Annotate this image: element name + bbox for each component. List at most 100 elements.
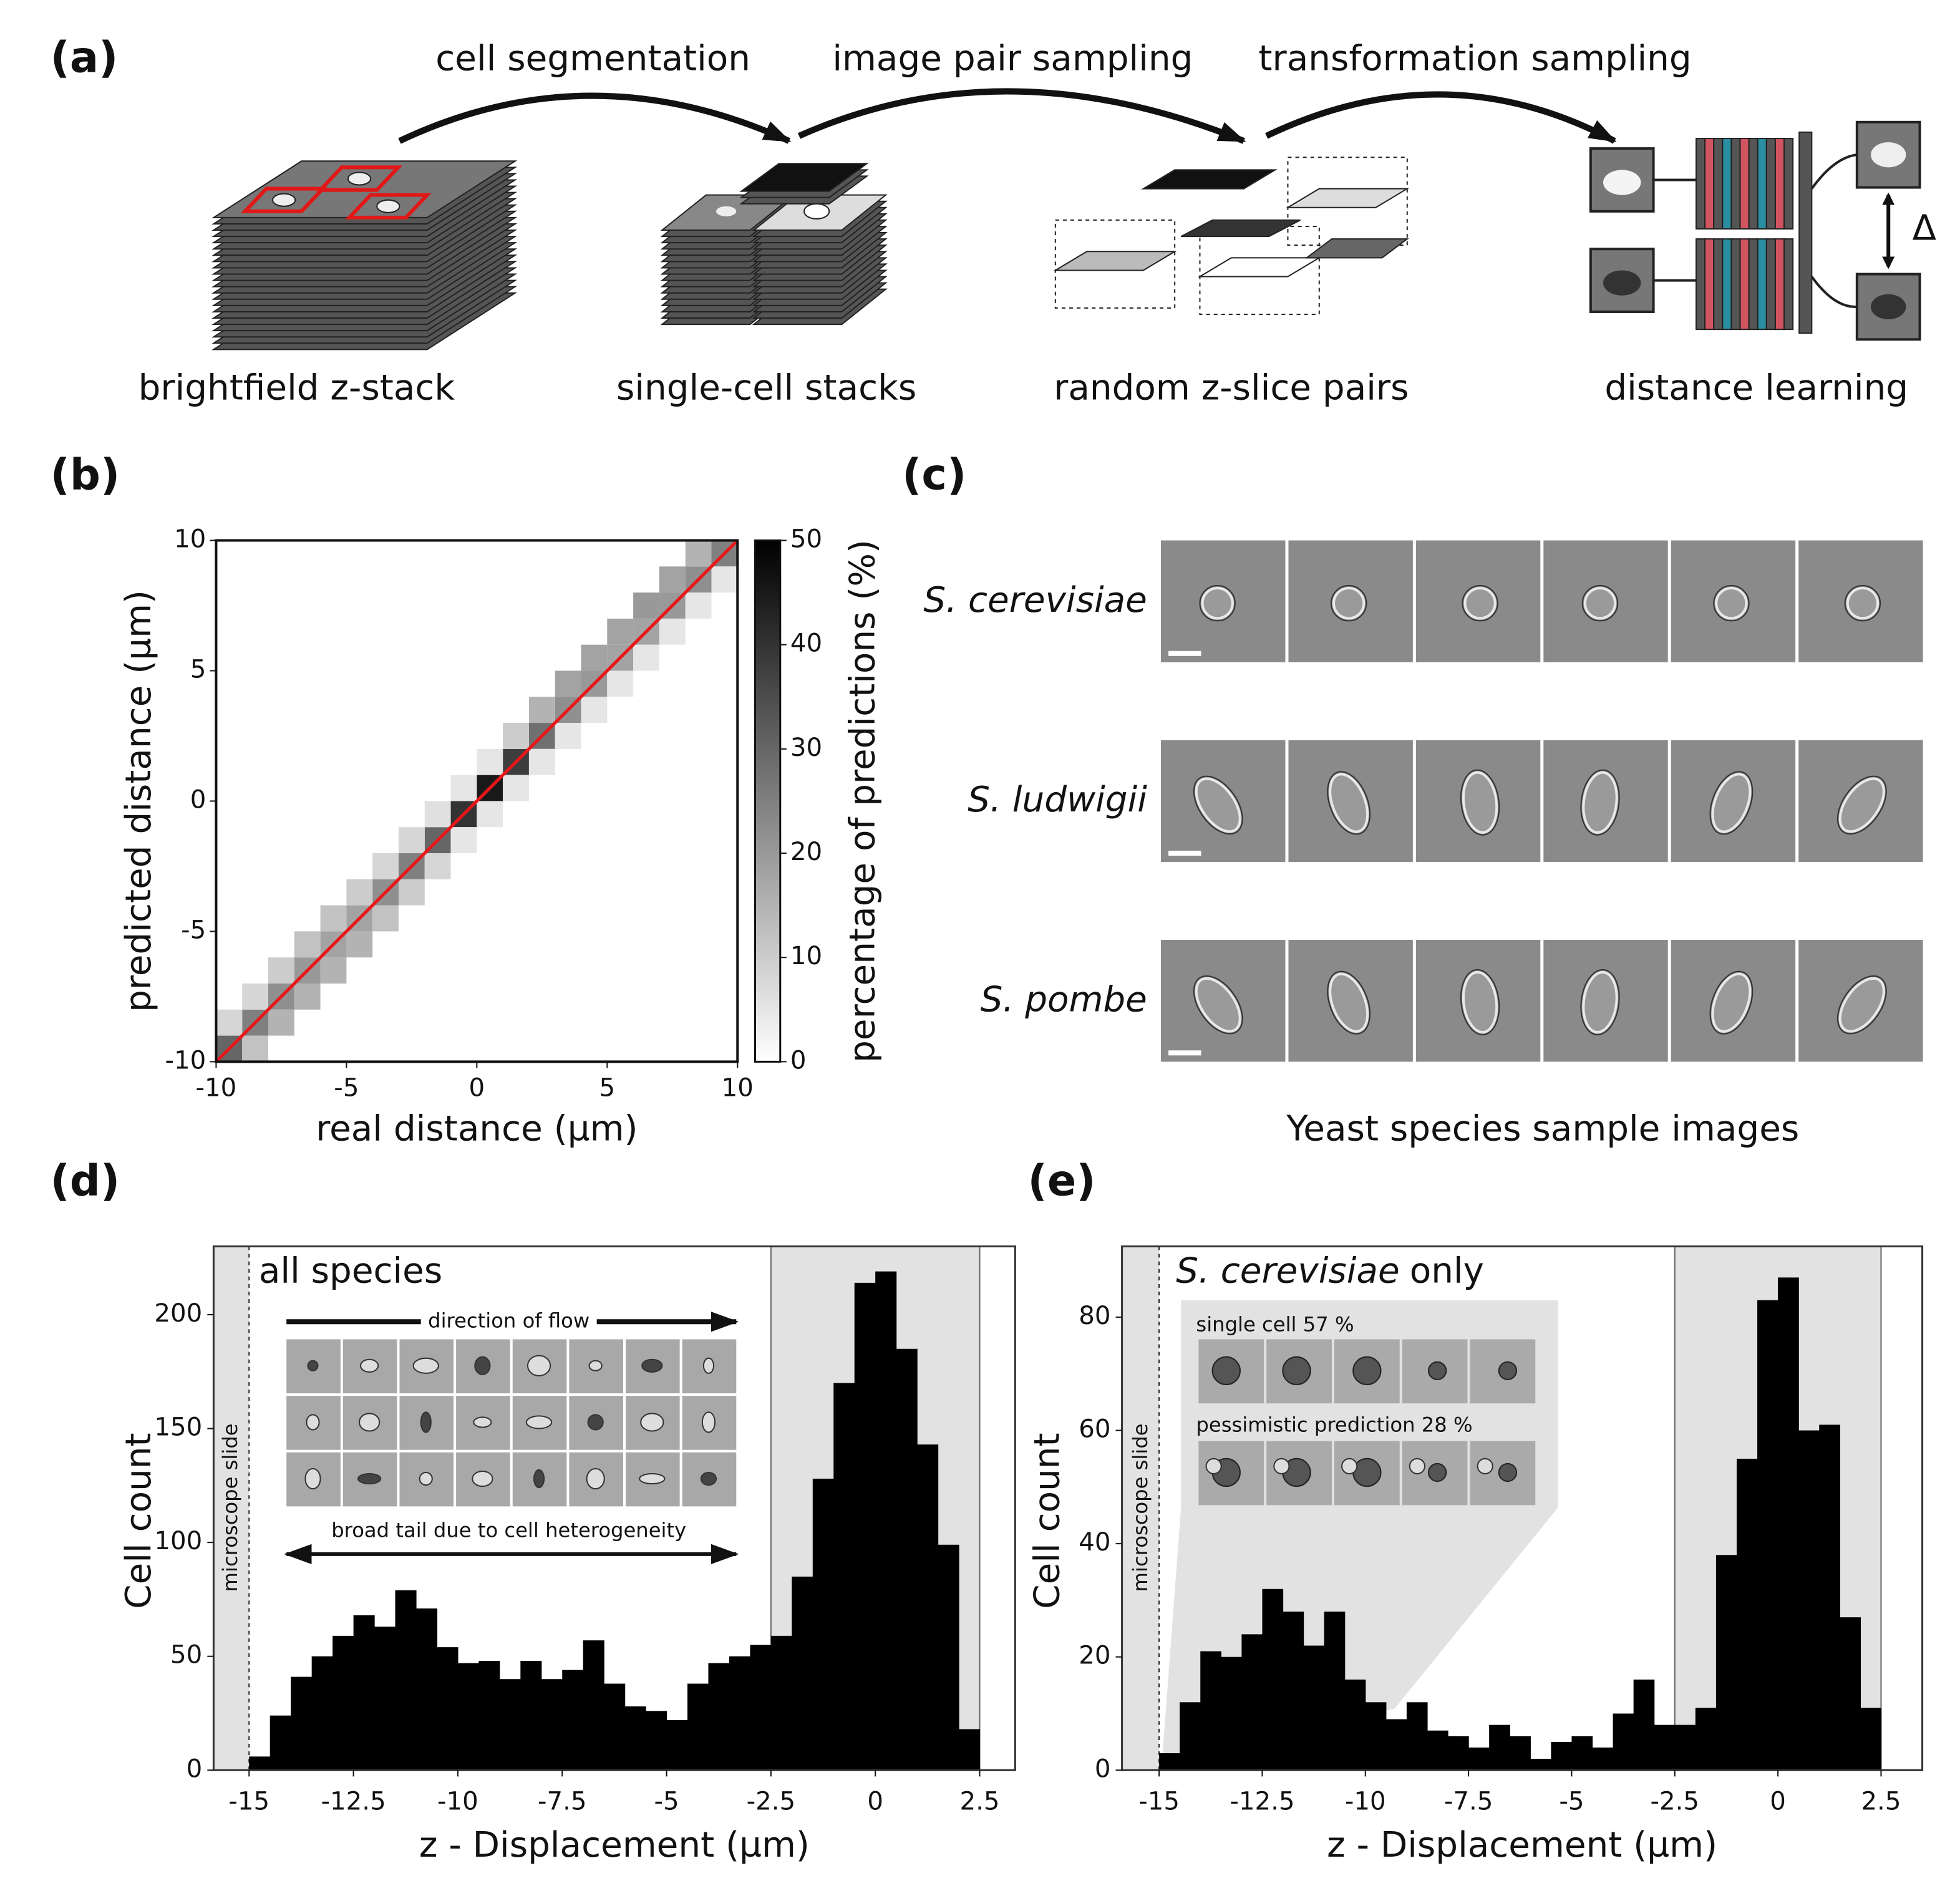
thumbnail-bud: [1477, 1458, 1493, 1474]
yeast-cell: [1582, 771, 1618, 834]
network-layer: [1739, 137, 1750, 230]
network-layer: [1730, 137, 1741, 230]
yeast-cell-edge: [1836, 975, 1887, 1035]
y-tick-label: -5: [181, 916, 206, 944]
bar: [624, 1706, 646, 1771]
thumbnail-cell: [640, 1413, 664, 1432]
thumbnail-cell: [641, 1358, 663, 1373]
connector: [1810, 153, 1858, 190]
heat-cell: [633, 592, 659, 619]
caption: Yeast species sample images: [1286, 1109, 1799, 1149]
thumbnail-cell: [359, 1413, 381, 1432]
thumbnail-cell: [586, 1468, 605, 1490]
cell: [272, 193, 296, 207]
heat-cell: [633, 644, 659, 671]
network-layer: [1765, 238, 1776, 331]
z-slice: [1285, 188, 1410, 208]
bar: [1571, 1736, 1593, 1771]
bar: [959, 1729, 981, 1771]
thumbnail-cell: [307, 1360, 319, 1371]
x-tick-label: -10: [1345, 1787, 1386, 1816]
bar: [917, 1444, 939, 1771]
step-label: image pair sampling: [832, 39, 1193, 79]
heat-cell: [503, 723, 529, 749]
yeast-cell-edge: [1844, 585, 1881, 622]
thumbnail-bud: [1341, 1458, 1358, 1474]
x-tick-label: -2.5: [747, 1787, 796, 1816]
bar: [353, 1615, 375, 1771]
thumbnail-cell: [701, 1411, 716, 1433]
yeast-cell-edge: [1327, 771, 1371, 835]
yeast-cell-edge: [1709, 970, 1754, 1035]
heat-cell: [503, 775, 529, 801]
yeast-cell: [1838, 977, 1885, 1033]
x-tick-label: 2.5: [1861, 1787, 1901, 1816]
yeast-cell: [1329, 773, 1369, 833]
bar: [332, 1635, 354, 1771]
z-slice: [1141, 169, 1278, 190]
bar: [833, 1383, 855, 1771]
bar: [1489, 1724, 1510, 1771]
heat-cell: [294, 983, 321, 1010]
bar: [708, 1663, 730, 1771]
bar: [1736, 1458, 1758, 1771]
bar: [1551, 1741, 1573, 1771]
heat-cell: [242, 983, 269, 1010]
thumbnail-cell: [360, 1358, 379, 1373]
bar: [1778, 1277, 1799, 1771]
delta-label: Δ: [1912, 208, 1936, 249]
bar: [1674, 1724, 1696, 1771]
network-layer: [1696, 238, 1706, 331]
y-tick-label: 80: [1079, 1302, 1110, 1330]
network-layer: [1748, 238, 1759, 331]
heat-cell: [268, 1009, 294, 1036]
heat-cell: [320, 905, 347, 932]
colorbar-tick-label: 0: [790, 1046, 807, 1075]
bar: [938, 1544, 959, 1771]
y-tick-label: 0: [190, 785, 206, 814]
bar: [666, 1719, 688, 1771]
z-slice: [1197, 257, 1322, 278]
stage-label: random z-slice pairs: [1054, 367, 1409, 408]
network-layer: [1757, 238, 1767, 331]
heat-cell: [346, 931, 373, 958]
x-tick-label: -10: [437, 1787, 478, 1816]
bar: [1344, 1680, 1366, 1771]
yeast-cell-edge: [1580, 969, 1620, 1036]
identity-line: [215, 539, 739, 1063]
heat-cell: [555, 723, 581, 749]
x-axis-label: z - Displacement (µm): [1327, 1825, 1717, 1865]
thumbnail-cell: [702, 1357, 715, 1374]
x-tick-label: 0: [469, 1074, 485, 1103]
bar: [437, 1647, 458, 1771]
bar: [1757, 1300, 1778, 1771]
process-arrow: [797, 88, 1246, 144]
thumbnail-bud: [1409, 1458, 1425, 1474]
bar: [792, 1576, 813, 1771]
yeast-cell-edge: [1713, 585, 1750, 622]
cell: [803, 203, 830, 220]
colorbar-tick-label: 10: [790, 942, 822, 970]
heat-cell: [659, 566, 686, 593]
heat-cell: [450, 775, 477, 801]
bar: [291, 1676, 313, 1771]
network-layer: [1713, 137, 1724, 230]
yeast-cell-edge: [1460, 969, 1500, 1036]
bar: [269, 1715, 291, 1771]
bar: [1324, 1612, 1346, 1771]
bar: [1427, 1730, 1448, 1771]
x-tick-label: -5: [1559, 1787, 1584, 1816]
heat-cell: [242, 1035, 269, 1062]
heat-cell: [555, 670, 581, 697]
scale-bar: [1168, 650, 1201, 656]
scale-bar: [1168, 1050, 1201, 1056]
heat-cell: [477, 748, 503, 775]
x-tick-label: -2.5: [1650, 1787, 1699, 1816]
thumbnail-bud: [1273, 1458, 1290, 1474]
step-label: cell segmentation: [435, 39, 750, 79]
title-species: S. cerevisiae: [1176, 1250, 1399, 1291]
slide-annotation: microscope slide: [218, 1423, 242, 1592]
network-layer: [1713, 238, 1724, 331]
bar: [1241, 1634, 1263, 1771]
